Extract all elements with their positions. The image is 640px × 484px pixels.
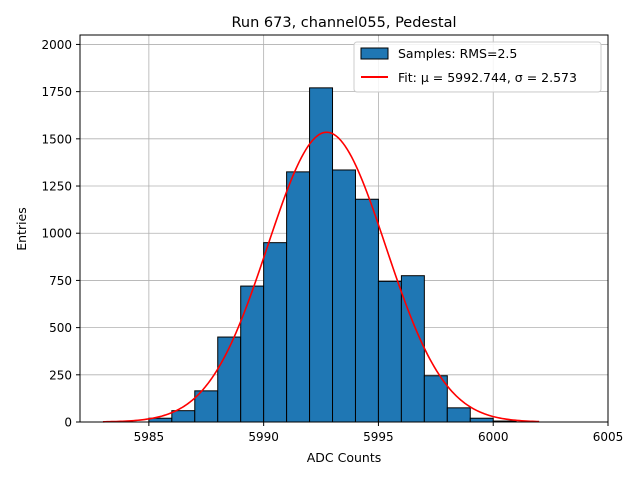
x-axis-label: ADC Counts bbox=[307, 450, 382, 465]
bars-layer bbox=[148, 87, 517, 423]
y-tick-label: 2000 bbox=[41, 38, 72, 52]
histogram-bar bbox=[377, 280, 402, 423]
legend: Samples: RMS=2.5 Fit: μ = 5992.744, σ = … bbox=[353, 41, 602, 93]
histogram-bar bbox=[171, 410, 196, 423]
ticks-layer: 5985 5990 5995 6000 6005 0 250 500 750 1000 1250 15… bbox=[41, 38, 623, 444]
x-tick-label: 6000 bbox=[478, 430, 509, 444]
y-tick-label: 1000 bbox=[41, 227, 72, 241]
histogram-bar bbox=[217, 336, 242, 423]
histogram-bar bbox=[309, 87, 334, 423]
y-tick-label: 500 bbox=[49, 321, 72, 335]
x-tick-label: 5985 bbox=[134, 430, 165, 444]
x-tick-label: 5995 bbox=[363, 430, 394, 444]
x-tick-label: 5990 bbox=[248, 430, 279, 444]
histogram-bar bbox=[240, 285, 265, 423]
chart-title: Run 673, channel055, Pedestal bbox=[231, 15, 456, 31]
y-tick-label: 1250 bbox=[41, 180, 72, 194]
legend-label-fit: Fit: μ = 5992.744, σ = 2.573 bbox=[398, 70, 577, 85]
histogram-bar bbox=[263, 242, 288, 423]
histogram-bar bbox=[354, 198, 379, 423]
legend-patch-samples bbox=[360, 47, 389, 60]
histogram-bar bbox=[400, 275, 425, 423]
fit-layer bbox=[102, 131, 540, 423]
y-tick-label: 0 bbox=[64, 416, 72, 430]
y-tick-label: 1750 bbox=[41, 85, 72, 99]
histogram-bar bbox=[469, 417, 494, 423]
histogram-bar bbox=[286, 171, 311, 423]
histogram-bar bbox=[332, 169, 356, 423]
x-tick-label: 6005 bbox=[593, 430, 624, 444]
y-tick-label: 250 bbox=[49, 368, 72, 382]
y-tick-label: 750 bbox=[49, 274, 72, 288]
y-tick-label: 1500 bbox=[41, 132, 72, 146]
fit-curve bbox=[102, 131, 540, 423]
y-axis-label: Entries bbox=[14, 207, 29, 251]
plot-frame bbox=[79, 34, 609, 423]
legend-box bbox=[353, 41, 602, 93]
histogram-bar bbox=[446, 407, 471, 423]
legend-label-samples: Samples: RMS=2.5 bbox=[398, 46, 517, 61]
